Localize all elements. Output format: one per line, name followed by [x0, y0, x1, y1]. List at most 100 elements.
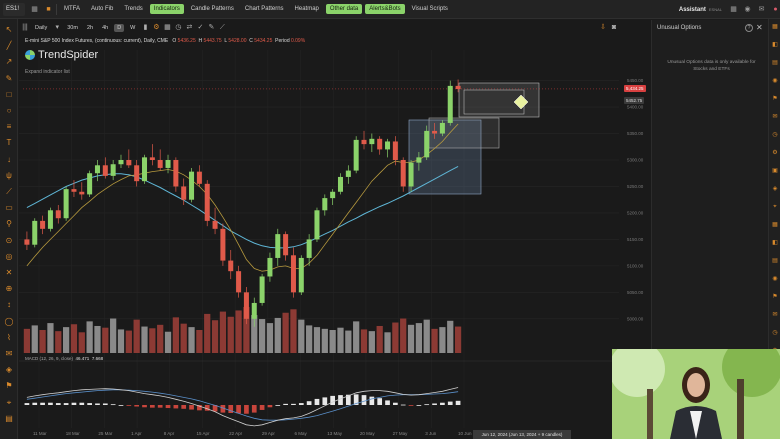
toolbar-button-visual-scripts[interactable]: Visual Scripts [411, 6, 448, 12]
sync-icon[interactable]: ⇄ [186, 24, 193, 31]
period-label: Period [275, 38, 290, 44]
magnet-icon[interactable]: ⚲ [6, 219, 12, 229]
line-icon[interactable]: ╱ [6, 41, 12, 51]
interval-w[interactable]: W [130, 25, 136, 31]
sidebar-tool-icon[interactable]: ⚙ [772, 150, 778, 156]
bell-icon[interactable]: ◉ [744, 6, 751, 13]
camera-icon[interactable]: ◙ [611, 24, 617, 31]
volume-bar [345, 330, 352, 353]
sidebar-tool-icon[interactable]: ⌖ [773, 204, 777, 210]
measure-icon[interactable]: ↕ [7, 300, 11, 310]
volume-bar [39, 330, 46, 353]
folder-icon[interactable]: ■ [46, 5, 51, 13]
ruler-icon[interactable]: ▭ [5, 203, 13, 213]
secondary-price-tag: 5452.75 [624, 97, 645, 104]
candle-type-icon[interactable]: ▮ [143, 24, 148, 31]
volume-bar [423, 319, 430, 353]
ellipse-icon[interactable]: ◯ [4, 316, 14, 326]
period-value: 0.09% [290, 38, 306, 44]
volume-bar [400, 318, 407, 353]
sidebar-tool-icon[interactable]: ▦ [772, 222, 778, 228]
zoom-icon[interactable]: ⊕ [5, 284, 13, 294]
sidebar-tool-icon[interactable]: ⚑ [772, 294, 778, 300]
help-icon[interactable]: ? [745, 24, 753, 32]
sidebar-tool-icon[interactable]: ▣ [772, 168, 778, 174]
rectangle-icon[interactable]: □ [6, 89, 12, 99]
pitchfork-icon[interactable]: ψ [6, 170, 12, 180]
arrow-icon[interactable]: ↓ [7, 154, 11, 164]
sidebar-tool-icon[interactable]: ◧ [772, 240, 778, 246]
assistant-button[interactable]: Assistant [678, 6, 706, 13]
alert-icon[interactable]: ⚑ [5, 381, 13, 391]
pin-icon[interactable]: ⌖ [6, 397, 12, 407]
close-icon[interactable]: ✕ [756, 23, 763, 32]
sidebar-tool-icon[interactable]: ◉ [772, 78, 778, 84]
sidebar-tool-icon[interactable]: ◉ [772, 276, 778, 282]
volume-bar [133, 319, 140, 353]
low-value: 5428.00 [228, 38, 247, 44]
interval-d[interactable]: D [114, 24, 125, 32]
text-icon[interactable]: T [6, 138, 12, 148]
sidebar-tool-icon[interactable]: ▤ [772, 258, 778, 264]
sidebar-tool-icon[interactable]: ✉ [772, 114, 778, 120]
sidebar-tool-icon[interactable]: ◧ [772, 42, 778, 48]
brush-icon[interactable]: ✎ [5, 73, 13, 83]
mail-icon[interactable]: ✉ [758, 6, 765, 13]
clock-icon[interactable]: ◷ [175, 24, 182, 31]
sidebar-tool-icon[interactable]: ▤ [772, 60, 778, 66]
sidebar-tool-icon[interactable]: ◈ [772, 186, 778, 192]
candle-body [55, 210, 61, 219]
bars-icon[interactable]: ||| [22, 24, 28, 31]
gear-icon[interactable]: ⚙ [153, 24, 160, 31]
brand-name: TrendSpider [38, 49, 99, 61]
zone-box-2 [428, 117, 500, 149]
ray-icon[interactable]: ↗ [5, 57, 13, 67]
macd-histogram-bar [330, 395, 336, 405]
layers-icon[interactable]: ▤ [5, 413, 13, 423]
toolbar-button-alerts-bots[interactable]: Alerts&Bots [365, 4, 405, 14]
path-icon[interactable]: ⌇ [7, 332, 11, 342]
macd-histogram-bar [32, 402, 38, 405]
draw-lines-icon[interactable]: ⟋ [219, 24, 225, 31]
fib-icon[interactable]: ≡ [6, 122, 12, 132]
note-icon[interactable]: ✉ [5, 349, 13, 358]
toolbar-button-candle-patterns[interactable]: Candle Patterns [190, 6, 234, 12]
toolbar-button-trends[interactable]: Trends [124, 6, 143, 12]
timeframe-select[interactable]: Daily [35, 25, 48, 31]
interval-30m[interactable]: 30m [67, 25, 78, 31]
trend-icon[interactable]: ⟋ [6, 187, 12, 196]
symbol-search[interactable]: ES1! [3, 2, 25, 16]
toolbar-button-indicators[interactable]: Indicators [149, 4, 184, 14]
candle-body [40, 220, 46, 229]
interval-4h[interactable]: 4h [102, 25, 109, 31]
eye-icon[interactable]: ◎ [5, 251, 13, 261]
sidebar-tool-icon[interactable]: ◷ [772, 330, 778, 336]
circle-icon[interactable]: ○ [6, 106, 12, 115]
toolbar-button-auto-fib[interactable]: Auto Fib [91, 6, 114, 12]
user-icon[interactable]: ● [773, 6, 778, 13]
sidebar-tool-icon[interactable]: ✉ [772, 312, 778, 318]
download-icon[interactable]: ⇩ [600, 24, 606, 31]
toolbar-button-heatmap[interactable]: Heatmap [294, 6, 319, 12]
sidebar-tool-icon[interactable]: ⚑ [772, 96, 778, 102]
lock-icon[interactable]: ⊙ [5, 235, 13, 245]
sidebar-tool-icon[interactable]: ▦ [772, 24, 778, 30]
toolbar-button-other-data[interactable]: Other data [325, 4, 363, 14]
cursor-icon[interactable]: ↖ [5, 25, 13, 34]
bot-icon[interactable]: ◈ [5, 365, 13, 375]
layout-icon[interactable]: ▦ [31, 5, 38, 13]
pencil-icon[interactable]: ✎ [208, 24, 215, 31]
toolbar-button-chart-patterns[interactable]: Chart Patterns [244, 6, 284, 12]
chevron-down-icon[interactable]: ▾ [55, 24, 59, 31]
volume-bar [282, 312, 289, 353]
sidebar-tool-icon[interactable]: ◷ [772, 132, 778, 138]
expand-indicator-list[interactable]: Expand indicator list [25, 69, 70, 75]
trash-icon[interactable]: ✕ [5, 268, 13, 277]
volume-bar [431, 328, 438, 353]
x-axis: 11 Mar 18 Mar 25 Mar 1 Apr 8 Apr 15 Apr 22 Apr… [19, 431, 619, 439]
grid-icon[interactable]: ▦ [730, 6, 737, 13]
grid-icon[interactable]: ▦ [164, 24, 171, 31]
interval-2h[interactable]: 2h [86, 25, 94, 31]
toolbar-button-mtfa[interactable]: MTFA [64, 6, 80, 12]
check-icon[interactable]: ✓ [197, 24, 204, 31]
